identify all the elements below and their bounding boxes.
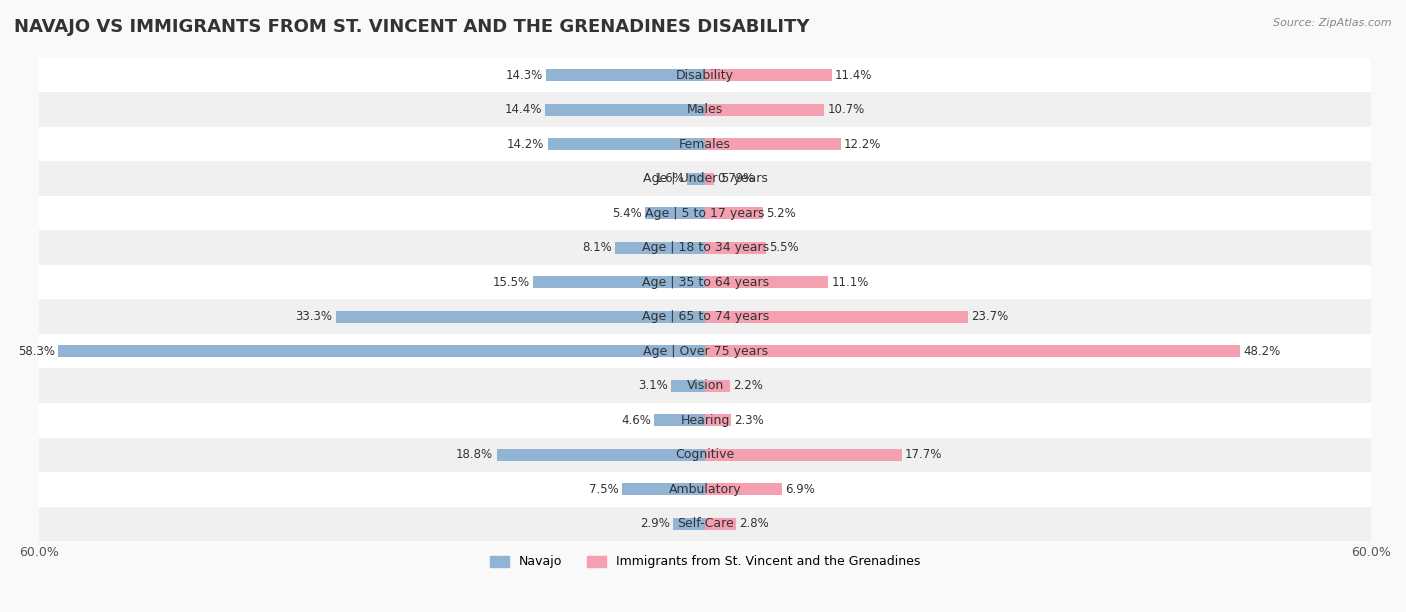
- Text: 3.1%: 3.1%: [638, 379, 668, 392]
- Bar: [645, 207, 706, 219]
- Bar: [547, 69, 706, 81]
- Bar: [621, 483, 706, 495]
- Bar: [39, 334, 1371, 368]
- Text: Females: Females: [679, 138, 731, 151]
- Bar: [706, 345, 1240, 357]
- Bar: [39, 231, 1371, 265]
- Bar: [39, 299, 1371, 334]
- Bar: [39, 58, 1371, 92]
- Text: 58.3%: 58.3%: [18, 345, 55, 358]
- Text: Age | Over 75 years: Age | Over 75 years: [643, 345, 768, 358]
- Text: 48.2%: 48.2%: [1243, 345, 1281, 358]
- Bar: [336, 311, 706, 323]
- Text: 4.6%: 4.6%: [621, 414, 651, 427]
- Bar: [706, 414, 731, 427]
- Bar: [706, 311, 969, 323]
- Text: Age | 35 to 64 years: Age | 35 to 64 years: [641, 275, 769, 289]
- Bar: [706, 379, 730, 392]
- Text: 11.4%: 11.4%: [835, 69, 872, 81]
- Text: 8.1%: 8.1%: [582, 241, 612, 254]
- Text: 1.6%: 1.6%: [654, 172, 685, 185]
- Bar: [39, 265, 1371, 299]
- Bar: [39, 472, 1371, 507]
- Text: 2.9%: 2.9%: [640, 517, 669, 531]
- Text: Age | Under 5 years: Age | Under 5 years: [643, 172, 768, 185]
- Bar: [547, 138, 706, 150]
- Bar: [39, 92, 1371, 127]
- Text: 5.5%: 5.5%: [769, 241, 799, 254]
- Text: Age | 18 to 34 years: Age | 18 to 34 years: [641, 241, 769, 254]
- Text: 12.2%: 12.2%: [844, 138, 882, 151]
- Text: 18.8%: 18.8%: [456, 448, 494, 461]
- Text: Males: Males: [688, 103, 723, 116]
- Bar: [546, 103, 706, 116]
- Bar: [39, 438, 1371, 472]
- Bar: [39, 196, 1371, 231]
- Bar: [39, 507, 1371, 541]
- Text: 33.3%: 33.3%: [295, 310, 332, 323]
- Text: 23.7%: 23.7%: [972, 310, 1008, 323]
- Bar: [706, 69, 832, 81]
- Text: 6.9%: 6.9%: [785, 483, 815, 496]
- Text: 14.2%: 14.2%: [508, 138, 544, 151]
- Bar: [706, 449, 901, 461]
- Text: 5.4%: 5.4%: [612, 207, 643, 220]
- Bar: [533, 276, 706, 288]
- Bar: [706, 518, 737, 530]
- Text: Vision: Vision: [686, 379, 724, 392]
- Bar: [39, 368, 1371, 403]
- Text: Age | 65 to 74 years: Age | 65 to 74 years: [641, 310, 769, 323]
- Text: 14.4%: 14.4%: [505, 103, 543, 116]
- Legend: Navajo, Immigrants from St. Vincent and the Grenadines: Navajo, Immigrants from St. Vincent and …: [485, 550, 925, 573]
- Bar: [706, 138, 841, 150]
- Bar: [616, 242, 706, 254]
- Bar: [39, 162, 1371, 196]
- Bar: [654, 414, 706, 427]
- Text: 2.2%: 2.2%: [733, 379, 763, 392]
- Text: Ambulatory: Ambulatory: [669, 483, 741, 496]
- Bar: [706, 483, 782, 495]
- Bar: [706, 103, 824, 116]
- Bar: [706, 242, 766, 254]
- Bar: [688, 173, 706, 185]
- Text: NAVAJO VS IMMIGRANTS FROM ST. VINCENT AND THE GRENADINES DISABILITY: NAVAJO VS IMMIGRANTS FROM ST. VINCENT AN…: [14, 18, 810, 36]
- Text: 0.79%: 0.79%: [717, 172, 755, 185]
- Text: Age | 5 to 17 years: Age | 5 to 17 years: [645, 207, 765, 220]
- Bar: [671, 379, 706, 392]
- Text: 2.8%: 2.8%: [740, 517, 769, 531]
- Bar: [706, 207, 763, 219]
- Bar: [673, 518, 706, 530]
- Text: 10.7%: 10.7%: [827, 103, 865, 116]
- Text: 2.3%: 2.3%: [734, 414, 763, 427]
- Text: Disability: Disability: [676, 69, 734, 81]
- Text: 15.5%: 15.5%: [492, 275, 530, 289]
- Text: Source: ZipAtlas.com: Source: ZipAtlas.com: [1274, 18, 1392, 28]
- Bar: [706, 276, 828, 288]
- Bar: [58, 345, 706, 357]
- Bar: [39, 403, 1371, 438]
- Text: Hearing: Hearing: [681, 414, 730, 427]
- Text: 14.3%: 14.3%: [506, 69, 543, 81]
- Bar: [39, 127, 1371, 162]
- Bar: [706, 173, 714, 185]
- Text: 7.5%: 7.5%: [589, 483, 619, 496]
- Text: 5.2%: 5.2%: [766, 207, 796, 220]
- Bar: [496, 449, 706, 461]
- Text: 11.1%: 11.1%: [832, 275, 869, 289]
- Text: 17.7%: 17.7%: [905, 448, 942, 461]
- Text: Cognitive: Cognitive: [675, 448, 735, 461]
- Text: Self-Care: Self-Care: [676, 517, 734, 531]
